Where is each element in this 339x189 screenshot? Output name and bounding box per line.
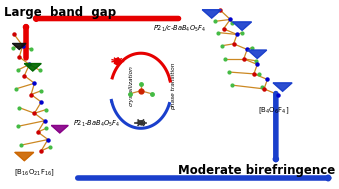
Polygon shape — [273, 83, 292, 91]
Polygon shape — [202, 10, 221, 18]
Text: Moderate birefringence: Moderate birefringence — [178, 164, 335, 177]
Text: $P2_1$/c-BaB$_4$O$_5$F$_4$: $P2_1$/c-BaB$_4$O$_5$F$_4$ — [153, 24, 206, 34]
Polygon shape — [13, 43, 26, 50]
Text: $P2_1$-BaB$_4$O$_5$F$_4$: $P2_1$-BaB$_4$O$_5$F$_4$ — [73, 119, 120, 129]
Polygon shape — [15, 152, 34, 161]
Text: [B$_{16}$O$_{21}$F$_{16}$]: [B$_{16}$O$_{21}$F$_{16}$] — [14, 167, 55, 178]
Polygon shape — [233, 22, 252, 30]
Text: crystallization: crystallization — [129, 66, 134, 106]
Text: phase transition: phase transition — [171, 62, 176, 110]
Polygon shape — [248, 50, 267, 58]
Text: Large  band  gap: Large band gap — [4, 6, 116, 19]
Text: [B$_4$O$_6$F$_4$]: [B$_4$O$_6$F$_4$] — [258, 106, 290, 116]
Polygon shape — [24, 64, 41, 71]
Polygon shape — [51, 125, 68, 133]
